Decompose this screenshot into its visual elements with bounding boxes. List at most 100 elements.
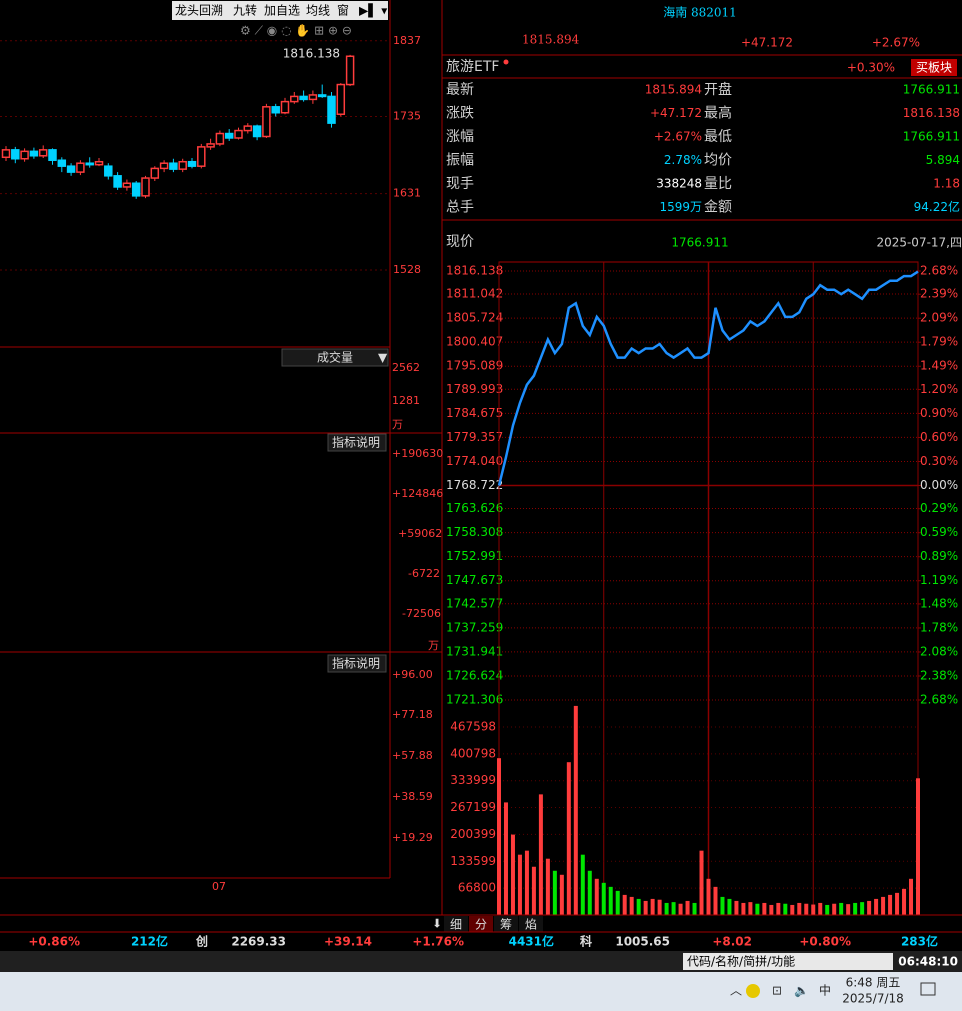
- kdj-tick: +38.59: [392, 790, 433, 803]
- tabs: 细分筹焰: [444, 916, 543, 932]
- tab-label: 细: [450, 918, 462, 932]
- quote-label: 最新: [446, 82, 474, 98]
- toolbar-button[interactable]: 加自选: [264, 4, 300, 18]
- volume-bar: [902, 888, 907, 915]
- volume-bar: [825, 904, 830, 915]
- candle-body: [159, 162, 169, 170]
- y-tick-label: 1805.724: [446, 311, 503, 325]
- volume-bar: [727, 898, 732, 915]
- quote-value: 5.894: [926, 153, 960, 167]
- quote-label: 最高: [704, 105, 732, 122]
- volume-bar: [636, 898, 641, 915]
- y-tick-label: 1789.993: [446, 382, 503, 396]
- tab[interactable]: [494, 916, 518, 932]
- volume-bar: [909, 878, 914, 915]
- dropdown-arrow: ▼: [378, 351, 388, 365]
- quote-value: +47.172: [650, 106, 702, 120]
- volume-bar: [790, 904, 795, 915]
- status-item: +1.76%: [412, 935, 464, 949]
- sector-dot: [503, 59, 509, 65]
- vol-tick: 2562: [392, 361, 420, 374]
- search-box[interactable]: [683, 953, 893, 970]
- y-tick-label: 1737.259: [446, 620, 503, 634]
- status-item: 212亿: [131, 934, 168, 949]
- y2-tick-label: 0.59%: [920, 525, 958, 539]
- status-item: 科: [580, 934, 592, 949]
- buy-sector-button[interactable]: [911, 59, 957, 76]
- status-item: 创: [195, 934, 208, 949]
- volume-bar: [706, 878, 711, 915]
- toolbar-button[interactable]: 均线: [306, 4, 330, 18]
- tab[interactable]: [444, 916, 468, 932]
- toolbar-button[interactable]: 窗: [337, 4, 349, 18]
- date: 2025-07-17,四: [876, 236, 962, 250]
- volume-bar: [776, 902, 781, 915]
- toolbar-button[interactable]: 九转: [233, 3, 257, 18]
- y2-tick-label: 2.39%: [920, 287, 958, 301]
- volume-dropdown[interactable]: [281, 348, 389, 367]
- taskbar: [0, 972, 962, 1011]
- indicator-button[interactable]: [327, 433, 387, 452]
- volume-bar: [846, 904, 851, 915]
- volume-bar: [839, 902, 844, 915]
- kdj-button[interactable]: [327, 654, 387, 673]
- volume-bar: [867, 900, 872, 915]
- toolbar-more[interactable]: ▶▌ ▾: [359, 3, 387, 18]
- status-item: 4431亿: [509, 934, 554, 949]
- y2-tick-label: 0.89%: [920, 549, 958, 563]
- download-icon: ⬇: [432, 917, 442, 931]
- candle-body: [1, 149, 11, 159]
- stock-pct: +2.67%: [872, 36, 920, 50]
- toolbar-button[interactable]: 龙头回溯: [175, 3, 223, 18]
- quote-value: 1815.894: [645, 83, 702, 97]
- candle-body: [38, 149, 48, 157]
- y-tick-label: 1528: [393, 263, 421, 276]
- volume-bar: [608, 886, 613, 915]
- candle-body: [262, 106, 271, 138]
- candle-body: [104, 165, 113, 177]
- kdj-tick: +19.29: [392, 831, 433, 844]
- ind-tick: -72506: [402, 607, 441, 620]
- tab[interactable]: [519, 916, 543, 932]
- y-tick-label: 1752.991: [446, 549, 503, 563]
- volume-bar: [832, 903, 837, 915]
- y-tick-label: 1721.306: [446, 693, 503, 707]
- volume-bar: [671, 902, 676, 915]
- candle-body: [224, 132, 234, 139]
- y-tick-label: 1758.308: [446, 525, 503, 539]
- quote-label: 均价: [704, 153, 732, 169]
- volume-bar: [657, 899, 662, 915]
- volume-bar: [734, 900, 739, 915]
- volume-bar: [524, 850, 529, 915]
- y2-tick-label: 2.38%: [920, 668, 958, 682]
- quote-label: 开盘: [704, 81, 732, 98]
- volume-bar: [860, 902, 865, 915]
- volume-bar: [685, 900, 690, 915]
- volume-bar: [629, 896, 634, 915]
- y-tick-label: 1735: [393, 109, 421, 122]
- candle-body: [85, 162, 94, 166]
- tab-label: 筹: [500, 918, 512, 932]
- candle-body: [234, 129, 243, 139]
- candle-body: [122, 182, 132, 188]
- vol-tick: 1281: [392, 394, 420, 407]
- quote-value: 1766.911: [903, 130, 960, 144]
- quote-table: 最新 1815.894 开盘 1766.911 涨跌 +47.172 最高 1816.138 涨…: [446, 81, 960, 216]
- quote-label: 最低: [704, 129, 732, 145]
- status-item: 1005.65: [615, 935, 670, 949]
- volume-bar: [552, 870, 557, 915]
- volume-bar: [755, 903, 760, 915]
- volume-bar: [783, 903, 788, 915]
- volume-bar: [497, 758, 501, 915]
- volume-bar: [664, 902, 669, 915]
- quote-value: 1.18: [933, 177, 960, 191]
- y2-tick-label: 0.90%: [920, 406, 958, 420]
- tab-label: 分: [475, 918, 487, 932]
- notification-icon[interactable]: [920, 982, 936, 996]
- vol-tick-label: 267199: [450, 800, 496, 814]
- quote-value: 1766.911: [903, 83, 960, 97]
- y-tick-label: 1795.089: [446, 359, 503, 373]
- tab[interactable]: [469, 916, 493, 932]
- y2-tick-label: 1.19%: [920, 573, 958, 587]
- kdj-tick: +96.00: [392, 668, 433, 681]
